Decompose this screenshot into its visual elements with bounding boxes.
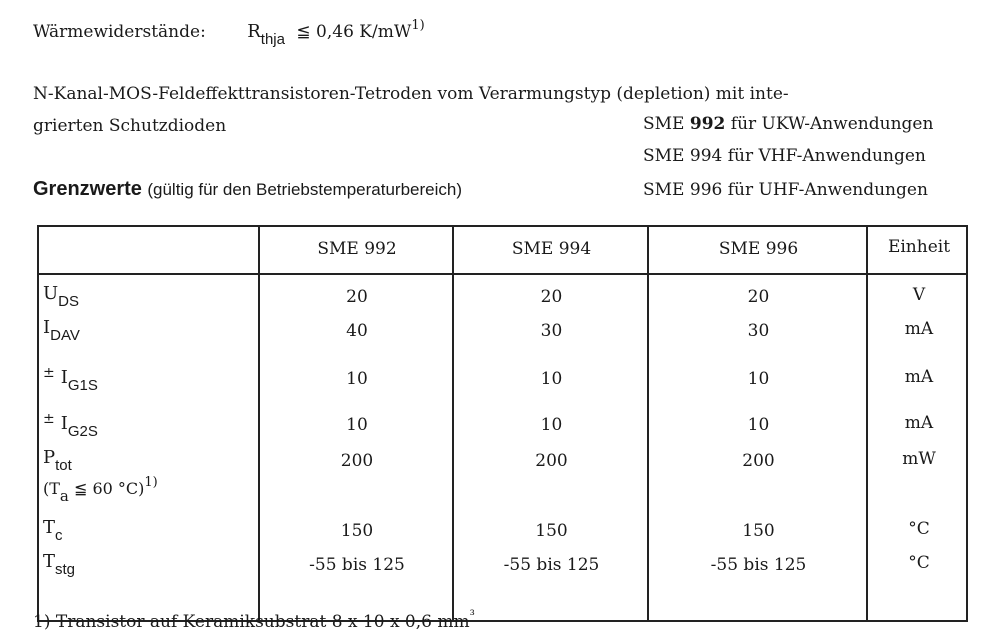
unit-cell: °C <box>908 519 930 539</box>
table-cell: 200 <box>340 451 374 471</box>
table-cell: 150 <box>340 521 374 541</box>
variant-994: SME 994 für VHF-Anwendungen <box>643 146 926 166</box>
table-cell: 20 <box>747 287 770 307</box>
table-cell: 30 <box>540 321 563 341</box>
footnote: 1) Transistor auf Keramiksubstrat 8 x 10… <box>33 608 475 632</box>
variant-996: SME 996 für UHF-Anwendungen <box>643 180 928 200</box>
relation-sign: ≦ <box>296 22 311 42</box>
table-cell: 10 <box>346 369 368 389</box>
unit-cell: mA <box>904 413 934 433</box>
header-sme992: SME 992 <box>317 239 397 259</box>
table-cell: -55 bis 125 <box>710 555 807 575</box>
unit-cell: mA <box>904 367 934 387</box>
table-cell: 10 <box>540 369 563 389</box>
header-sme996: SME 996 <box>718 239 799 259</box>
description-line-2: grierten Schutzdioden <box>33 116 227 136</box>
limits-subtitle: (gültig für den Betriebstemperaturbereic… <box>147 180 463 199</box>
table-cell: 30 <box>747 321 770 341</box>
variant-992: SME 992 für UKW-Anwendungen <box>643 114 934 134</box>
param-condition: (Ta ≦ 60 °C)1) <box>43 475 158 505</box>
header-sme994: SME 994 <box>511 239 592 259</box>
thermal-label: Wärmewiderstände: <box>33 22 206 42</box>
param-symbol: Tc <box>43 517 63 544</box>
table-cell: 150 <box>742 521 775 541</box>
thermal-resistance-line: Wärmewiderstände: Rthja ≦ 0,46 K/mW1) <box>33 18 425 48</box>
param-symbol: ± IG2S <box>43 411 98 440</box>
param-symbol: UDS <box>43 283 80 310</box>
param-symbol: Ptot <box>43 447 72 474</box>
table-cell: 200 <box>742 451 775 471</box>
thermal-value: 0,46 K/mW <box>316 22 412 42</box>
table-cell: 10 <box>346 415 368 435</box>
table-cell: -55 bis 125 <box>309 555 405 575</box>
table-cell: 200 <box>535 451 568 471</box>
table-cell: 10 <box>540 415 563 435</box>
limits-heading: Grenzwerte (gültig für den Betriebstempe… <box>33 178 462 201</box>
param-symbol: IDAV <box>43 317 80 344</box>
param-symbol: ± IG1S <box>43 365 98 394</box>
limits-title: Grenzwerte <box>33 178 142 200</box>
param-symbol: Tstg <box>43 551 76 578</box>
limits-table: SME 992 SME 994 SME 996 Einheit UDS 20 20 2… <box>37 225 968 622</box>
table-cell: 40 <box>346 321 368 341</box>
unit-cell: mA <box>904 319 934 339</box>
unit-cell: V <box>912 285 926 305</box>
table-cell: 150 <box>535 521 568 541</box>
description-line-1: N-Kanal-MOS-Feldeffekttransistoren-Tetro… <box>33 84 789 104</box>
unit-cell: mW <box>902 449 936 469</box>
footnote-ref: 1) <box>411 18 425 33</box>
table-cell: -55 bis 125 <box>503 555 600 575</box>
table-cell: 10 <box>747 369 770 389</box>
thermal-symbol: Rthja <box>247 21 285 48</box>
table-cell: 20 <box>540 287 563 307</box>
header-unit: Einheit <box>887 237 951 257</box>
table-cell: 10 <box>747 415 770 435</box>
table-cell: 20 <box>346 287 368 307</box>
unit-cell: °C <box>908 553 930 573</box>
